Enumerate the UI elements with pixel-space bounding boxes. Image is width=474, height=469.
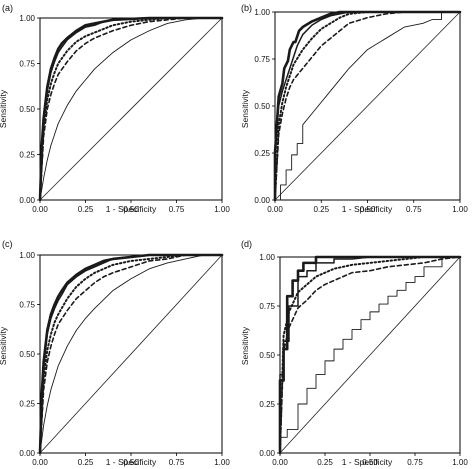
y-tick-label: 0.50 <box>259 351 275 360</box>
x-tick-label: 0.50 <box>360 205 376 214</box>
x-tick-label: 0.25 <box>317 458 333 467</box>
reference-diagonal <box>39 17 223 201</box>
y-tick-label: 0.25 <box>19 151 35 160</box>
roc-curve-solid <box>39 254 223 454</box>
panel-label: (d) <box>241 239 252 249</box>
reference-diagonal <box>274 11 461 201</box>
y-tick-label: 0.25 <box>259 400 275 409</box>
panel-label: (a) <box>2 3 13 13</box>
x-tick-label: 0.75 <box>406 205 422 214</box>
x-axis-label: 1 - Specificity <box>106 204 157 214</box>
y-axis-label: Sensitivity <box>0 326 8 365</box>
panel-a: (a) 1 - Specificity Sensitivity 0.00 0.25… <box>0 3 230 214</box>
x-tick-label: 1.00 <box>452 458 468 467</box>
roc-curve-dotted <box>274 11 461 201</box>
y-tick-label: 1.00 <box>254 8 270 17</box>
x-tick-label: 1.00 <box>214 458 230 467</box>
x-tick-label: 0.75 <box>407 458 423 467</box>
y-tick-label: 0.50 <box>19 105 35 114</box>
y-tick-label: 0.50 <box>254 102 270 111</box>
x-tick-label: 0.50 <box>362 458 378 467</box>
y-tick-label: 1.00 <box>19 251 35 260</box>
roc-curve-dashed <box>39 17 223 201</box>
x-tick-label: 0.50 <box>123 458 139 467</box>
x-tick-label: 1.00 <box>452 205 468 214</box>
roc-curve-thick-solid <box>273 10 462 202</box>
y-axis-label: Sensitivity <box>240 89 250 128</box>
x-tick-label: 0.00 <box>272 458 288 467</box>
y-tick-label: 0.50 <box>19 350 35 359</box>
roc-curve-dotted <box>279 256 461 454</box>
x-tick-label: 1.00 <box>214 205 230 214</box>
y-axis-label: Sensitivity <box>0 89 8 128</box>
x-tick-label: 0.25 <box>78 205 94 214</box>
roc-curve-solid <box>39 17 223 201</box>
roc-curve-dotted <box>39 17 223 201</box>
panel-label: (c) <box>2 239 13 249</box>
x-tick-label: 0.75 <box>169 458 185 467</box>
y-tick-label: 1.00 <box>19 14 35 23</box>
y-tick-label: 0.00 <box>259 449 275 458</box>
panel-d: (d) 1 - Specificity Sensitivity 0.00 0.25… <box>240 239 468 467</box>
roc-curve-dashed <box>39 254 223 454</box>
x-axis-label: 1 - Specificity <box>342 204 393 214</box>
y-tick-label: 0.75 <box>19 301 35 310</box>
y-tick-label: 0.00 <box>19 449 35 458</box>
x-tick-label: 0.75 <box>169 205 185 214</box>
roc-curve-thin-solid <box>39 254 223 454</box>
roc-curve-dashed <box>274 11 461 201</box>
x-axis-label: 1 - Specificity <box>106 457 157 467</box>
roc-curve-dotted <box>39 254 223 454</box>
x-tick-label: 0.00 <box>267 205 283 214</box>
y-tick-label: 0.25 <box>254 149 270 158</box>
x-tick-label: 0.25 <box>78 458 94 467</box>
reference-diagonal <box>39 254 223 454</box>
roc-curve-thin-solid <box>274 11 461 201</box>
x-axis-label: 1 - Specificity <box>342 457 393 467</box>
x-tick-label: 0.50 <box>123 205 139 214</box>
y-tick-label: 0.00 <box>254 196 270 205</box>
roc-curve-solid <box>274 11 461 201</box>
y-tick-label: 0.00 <box>19 196 35 205</box>
panel-b: (b) 1 - Specificity Sensitivity 0.00 0.25… <box>240 3 468 214</box>
y-axis-label: Sensitivity <box>240 326 250 365</box>
x-tick-label: 0.00 <box>32 205 48 214</box>
panel-c: (c) 1 - Specificity Sensitivity 0.00 0.25… <box>0 239 230 467</box>
roc-curve-thin-solid <box>279 256 461 454</box>
y-tick-label: 1.00 <box>259 253 275 262</box>
y-tick-label: 0.75 <box>259 302 275 311</box>
x-tick-label: 0.00 <box>32 458 48 467</box>
panel-label: (b) <box>241 3 252 13</box>
y-tick-label: 0.75 <box>19 60 35 69</box>
roc-curve-thin-solid <box>39 17 223 201</box>
y-tick-label: 0.25 <box>19 400 35 409</box>
x-tick-label: 0.25 <box>313 205 329 214</box>
roc-curve-dashed <box>279 256 461 454</box>
reference-diagonal <box>279 256 461 454</box>
y-tick-label: 0.75 <box>254 55 270 64</box>
